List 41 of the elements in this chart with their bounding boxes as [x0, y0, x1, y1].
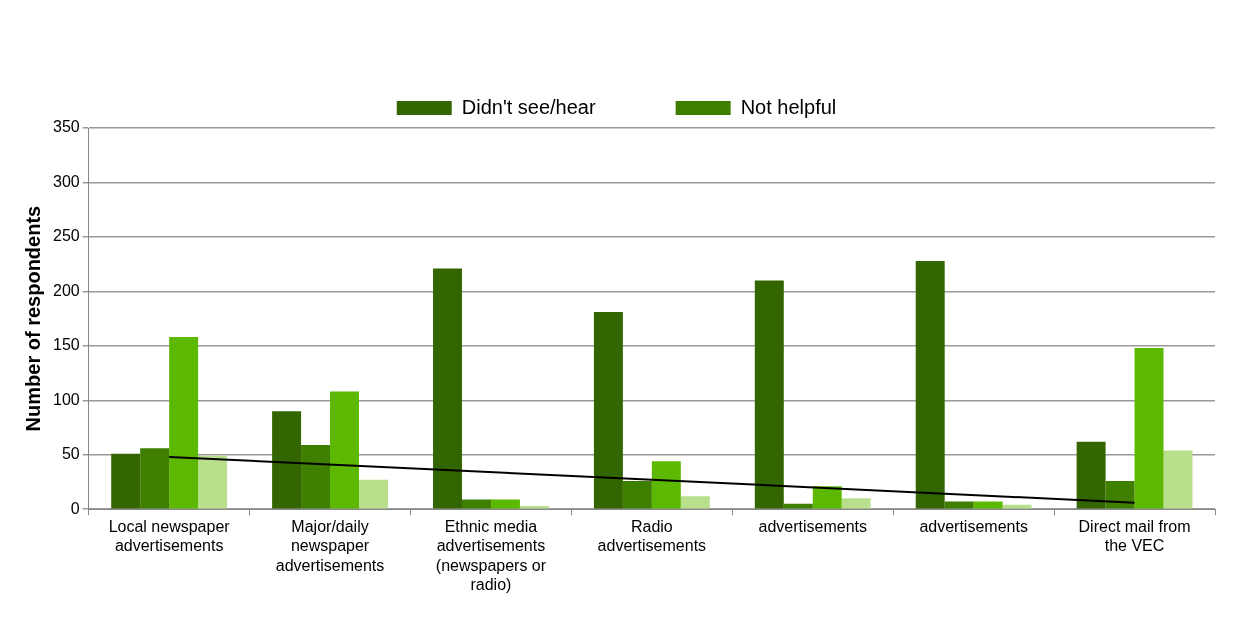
bar: [841, 498, 871, 509]
y-tick-label: 150: [52, 336, 80, 354]
bar: [1134, 348, 1164, 509]
y-tick-label: 50: [61, 445, 80, 463]
x-tick-label: advertisements: [919, 518, 1028, 536]
x-tick-label: Radio advertisements: [597, 518, 707, 555]
bar: [490, 499, 520, 509]
bar: [301, 444, 331, 509]
bar: [651, 461, 681, 509]
bar: [1163, 450, 1193, 509]
x-tick-label: Direct mail from the VEC: [1078, 518, 1191, 555]
bar: [1105, 480, 1135, 509]
bar: [915, 260, 945, 509]
x-tick-label: Major/daily newspaper advertisements: [275, 518, 385, 574]
x-tick-label: Local newspaper advertisements: [108, 518, 231, 555]
bar: [593, 312, 623, 509]
bar: [680, 496, 710, 509]
bar: [111, 453, 141, 509]
legend-label: Didn't see/hear: [461, 95, 596, 118]
bar: [754, 280, 784, 509]
bar: [433, 268, 462, 509]
x-tick-label: Ethnic media advertisements (newspapers or radio): [435, 518, 547, 593]
bar: [169, 337, 199, 509]
y-tick-label: 350: [52, 118, 80, 136]
bar: [812, 486, 842, 509]
bar: [272, 411, 302, 509]
bar: [1076, 441, 1106, 509]
bar: [622, 480, 652, 509]
y-tick-label: 200: [52, 281, 80, 299]
y-tick-label: 100: [52, 390, 80, 408]
bar: [330, 391, 360, 509]
x-tick-label: advertisements: [758, 518, 867, 536]
legend-label: Not helpful: [740, 95, 837, 118]
bar: [140, 448, 170, 509]
bar: [461, 499, 491, 509]
y-tick-label: 0: [70, 499, 80, 517]
y-tick-label: 250: [52, 227, 80, 245]
bar: [198, 455, 228, 509]
bar: [359, 479, 388, 509]
y-tick-label: 300: [52, 172, 80, 190]
y-axis-title: Number of respondents: [21, 205, 44, 432]
